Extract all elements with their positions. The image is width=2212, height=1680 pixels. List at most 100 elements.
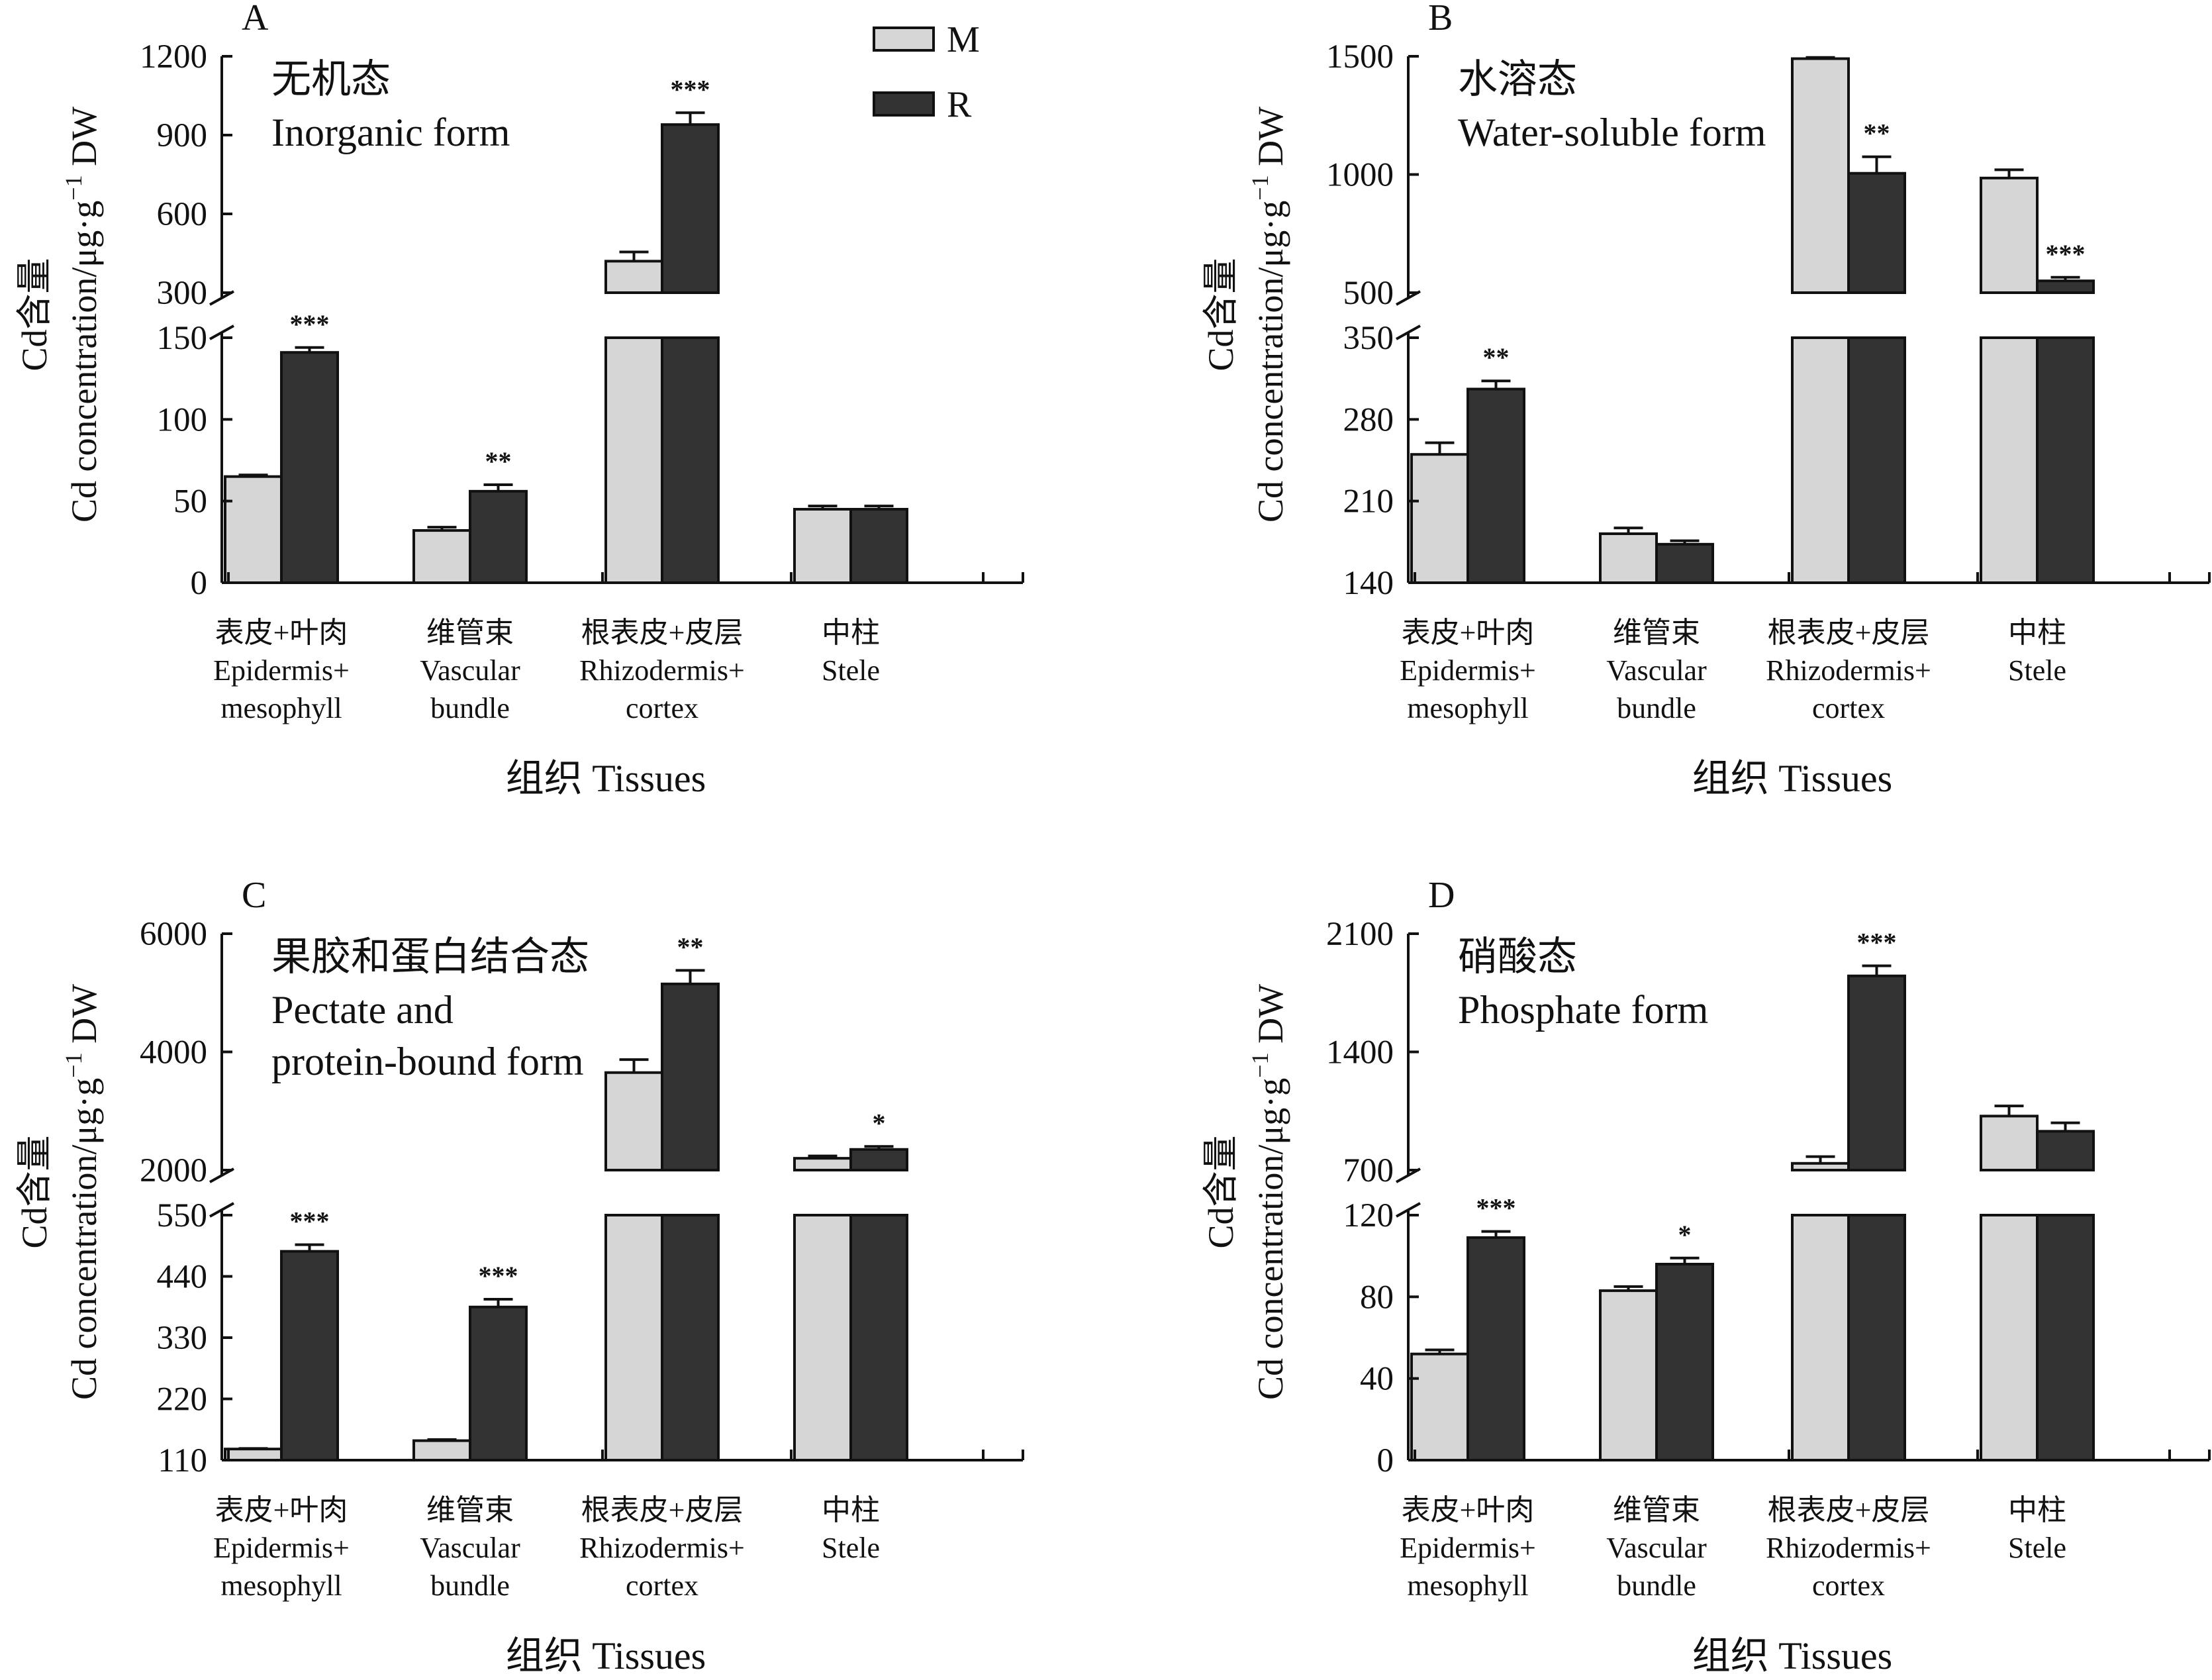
y-axis-label-en: Cd concentration/μg·g [1251, 1078, 1290, 1400]
bar-r-lower-3 [849, 508, 908, 584]
panel-a: A Cd含量 Cd concentration/μg·g−1 DW 无机态 Inorga… [15, 0, 1024, 800]
category-label-en: Epidermis+ [1400, 654, 1536, 687]
legend-label-m: M [947, 19, 980, 60]
y-axis-label-cn: Cd含量 [15, 258, 54, 371]
axis-break-mark [209, 324, 234, 340]
category-label-en: Stele [2008, 654, 2066, 687]
significance-label: *** [1857, 927, 1897, 957]
y-axis-label-en: Cd concentration/μg·g [64, 201, 104, 522]
y-axis-label-unit: DW [1251, 984, 1290, 1052]
bar-r-lower-3 [849, 1214, 908, 1461]
y-tick-label: 0 [191, 565, 208, 602]
bar-r-lower-3 [2036, 336, 2095, 584]
panel-letter: D [1428, 875, 1455, 916]
panel-title-cn: 硝酸态 [1458, 935, 1577, 979]
y-tick-label: 210 [1343, 483, 1394, 520]
y-axis-label-cn: Cd含量 [1201, 1135, 1241, 1248]
category-label-en: bundle [430, 1569, 510, 1602]
x-axis-title: 组织 Tissues [506, 757, 706, 800]
y-tick-label: 50 [173, 483, 207, 520]
category-label-cn: 表皮+叶肉 [1402, 617, 1535, 649]
y-axis-label-en: Cd concentration/μg·g [64, 1078, 104, 1400]
category-label-cn: 中柱 [822, 1494, 880, 1526]
bar-m-lower-0 [1410, 1352, 1469, 1462]
y-tick-label: 6000 [140, 916, 207, 953]
significance-label: ** [1864, 119, 1890, 148]
bar-r-lower-1 [1655, 1263, 1714, 1461]
bar-m-upper-2 [1791, 57, 1850, 294]
y-tick-label: 2100 [1326, 916, 1394, 953]
bar-m-lower-1 [1599, 1289, 1658, 1461]
bar-r-lower-1 [469, 1305, 528, 1461]
category-label-en: mesophyll [1407, 1569, 1528, 1602]
y-tick-label: 440 [157, 1259, 208, 1296]
legend-swatch-r [873, 91, 935, 117]
category-label-cn: 表皮+叶肉 [1402, 1494, 1535, 1526]
y-tick-label: 1400 [1326, 1034, 1394, 1071]
panel-title-en: protein-bound form [271, 1040, 584, 1083]
panel-title-cn: 果胶和蛋白结合态 [271, 935, 589, 979]
y-tick-label: 2000 [140, 1152, 207, 1189]
y-tick-label: 600 [157, 196, 208, 233]
bar-m-lower-1 [412, 529, 471, 584]
y-axis-label-unit: DW [64, 984, 104, 1052]
y-tick-label: 300 [157, 275, 208, 312]
category-label-cn: 维管束 [1613, 1494, 1700, 1526]
category-label-cn: 维管束 [1613, 617, 1700, 649]
y-tick-label: 0 [1377, 1442, 1394, 1479]
panel-title-en: Pectate and [271, 988, 454, 1032]
bar-m-upper-3 [1980, 176, 2039, 295]
y-tick-label: 150 [157, 320, 208, 357]
y-tick-label: 1000 [1326, 157, 1394, 194]
category-label-en: mesophyll [220, 692, 342, 724]
panel-title-cn: 水溶态 [1458, 58, 1577, 101]
y-axis-label: Cd含量 Cd concentration/μg·g−1 DW [15, 107, 104, 522]
category-label-en: Epidermis+ [213, 654, 350, 687]
category-label-en: mesophyll [1407, 692, 1528, 724]
significance-label: ** [1483, 342, 1510, 372]
significance-label: *** [2046, 239, 2086, 269]
y-axis-label: Cd含量 Cd concentration/μg·g−1 DW [15, 984, 104, 1400]
category-label-cn: 根表皮+皮层 [581, 1494, 744, 1526]
bar-r-upper-2 [661, 982, 720, 1172]
y-axis-label: Cd含量 Cd concentration/μg·g−1 DW [1201, 107, 1290, 522]
bar-r-lower-1 [469, 489, 528, 584]
bar-m-lower-0 [224, 475, 283, 585]
y-axis-label-unit: DW [1251, 107, 1290, 175]
category-label-en: cortex [1812, 1569, 1885, 1602]
bar-m-upper-3 [793, 1157, 852, 1171]
y-axis-label-cn: Cd含量 [15, 1135, 54, 1248]
panel-c: C Cd含量 Cd concentration/μg·g−1 DW 果胶和蛋白结合态 P… [15, 875, 1024, 1677]
y-axis-label-sup: −1 [60, 175, 87, 200]
category-label-cn: 根表皮+皮层 [1768, 1494, 1930, 1526]
category-label-en: Rhizodermis+ [579, 654, 745, 687]
y-tick-label: 220 [157, 1381, 208, 1418]
significance-label: *** [290, 1207, 330, 1236]
significance-label: *** [1476, 1193, 1516, 1223]
y-axis-label-en: Cd concentration/μg·g [1251, 201, 1290, 522]
bar-m-lower-2 [604, 1214, 663, 1461]
significance-label: * [873, 1108, 886, 1138]
category-label-en: bundle [1617, 692, 1696, 724]
category-label-en: mesophyll [220, 1569, 342, 1602]
category-label-en: Stele [822, 654, 880, 687]
bar-m-upper-2 [1791, 1161, 1850, 1171]
panel-letter: C [242, 875, 266, 916]
y-axis-label-sup: −1 [1247, 1052, 1273, 1077]
bar-m-upper-3 [1980, 1114, 2039, 1171]
category-label-en: Stele [822, 1532, 880, 1564]
category-label-en: bundle [430, 692, 510, 724]
panel-letter: B [1428, 0, 1453, 38]
bar-r-lower-0 [280, 351, 339, 584]
category-label-cn: 中柱 [2008, 1494, 2066, 1526]
bar-r-lower-0 [280, 1250, 339, 1462]
bar-r-lower-1 [1655, 542, 1714, 584]
significance-label: *** [671, 74, 710, 104]
bar-r-lower-0 [1467, 1236, 1525, 1462]
panel-title-cn: 无机态 [271, 58, 391, 101]
y-tick-label: 120 [1343, 1197, 1394, 1234]
category-label-en: bundle [1617, 1569, 1696, 1602]
category-label-cn: 维管束 [426, 1494, 514, 1526]
